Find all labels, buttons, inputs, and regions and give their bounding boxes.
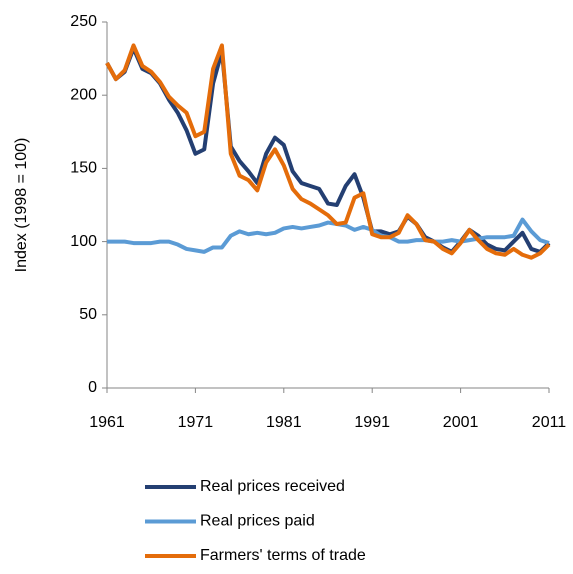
- y-tick-label: 250: [70, 13, 97, 30]
- x-tick-label: 1981: [266, 414, 302, 431]
- y-tick-label: 150: [70, 160, 97, 177]
- x-tick-label: 1961: [89, 414, 125, 431]
- x-tick-label: 1991: [354, 414, 390, 431]
- legend-label: Real prices paid: [200, 513, 315, 530]
- x-tick-label: 2001: [443, 414, 479, 431]
- y-axis-label: Index (1998 = 100): [13, 138, 30, 273]
- y-tick-label: 50: [79, 306, 97, 323]
- y-tick-label: 100: [70, 233, 97, 250]
- legend-label: Farmers' terms of trade: [200, 547, 366, 564]
- series-line: [105, 43, 551, 260]
- y-tick-label: 0: [88, 379, 97, 396]
- x-tick-label: 2011: [532, 414, 567, 431]
- x-tick-label: 1971: [178, 414, 214, 431]
- y-tick-label: 200: [70, 86, 97, 103]
- legend-label: Real prices received: [200, 478, 345, 495]
